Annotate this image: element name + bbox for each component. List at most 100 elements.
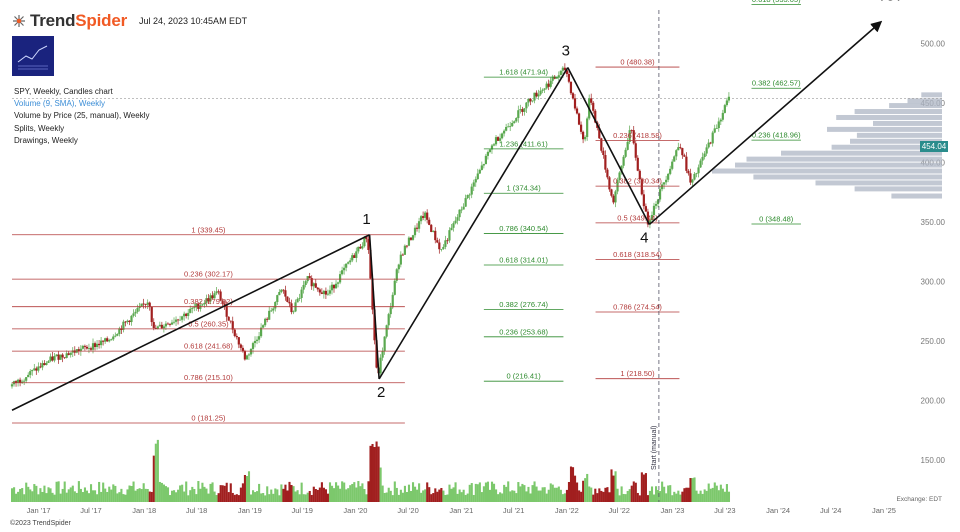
legend-volume-by-price[interactable]: Volume by Price (25, manual), Weekly — [14, 111, 150, 121]
legend-volume[interactable]: Volume (9, SMA), Weekly — [14, 99, 105, 109]
legend-drawings[interactable]: Drawings, Weekly — [14, 135, 78, 145]
candle-body — [693, 173, 696, 180]
volume-bar — [501, 493, 504, 502]
volume-bar — [474, 483, 477, 502]
candle-body — [575, 108, 579, 114]
volume-bar — [594, 488, 597, 502]
volume-bar — [284, 484, 287, 502]
fib-level-label: 0.618 (314.01) — [499, 256, 548, 265]
candle-body — [707, 142, 710, 148]
candle-body — [16, 379, 20, 384]
volume-bar — [391, 495, 394, 502]
volume-bar — [247, 471, 251, 502]
volume-bar — [154, 443, 157, 502]
candle-body — [367, 239, 370, 251]
volume-bar — [243, 475, 246, 502]
candle-body — [61, 354, 64, 358]
candle-body — [466, 195, 469, 199]
legend-splits[interactable]: Splits, Weekly — [14, 123, 65, 133]
fib-level-label: 0.382 (462.57) — [752, 79, 801, 88]
volume-bar — [604, 487, 607, 502]
candle-body — [677, 147, 680, 151]
volume-bar — [699, 490, 702, 502]
candle-body — [468, 194, 471, 196]
candle-body — [266, 318, 269, 320]
volume-bar — [347, 488, 350, 502]
volume-bar — [725, 484, 728, 502]
volume-bar — [486, 481, 490, 502]
volume-bar — [405, 492, 409, 502]
candle-body — [717, 121, 720, 129]
legend-symbol[interactable]: SPY, Weekly, Candles chart — [14, 87, 113, 96]
chart-legend: SPY, Weekly, Candles chart Volume (9, SM… — [14, 86, 149, 147]
candle-body — [347, 262, 350, 264]
candle-body — [19, 379, 22, 383]
candle-body — [77, 349, 80, 352]
candle-body — [586, 118, 589, 137]
volume-bar — [237, 495, 240, 502]
x-tick-label: Jan '18 — [132, 506, 156, 515]
volume-bar — [713, 482, 716, 502]
candle-body — [278, 292, 281, 296]
volume-bar — [482, 486, 485, 502]
volume-bar — [304, 494, 307, 502]
candle-body — [199, 305, 202, 309]
volume-bar — [73, 491, 76, 502]
volume-bar — [330, 485, 334, 502]
volume-bar — [217, 493, 220, 502]
volume-bar — [497, 494, 500, 502]
volume-bar — [531, 485, 534, 502]
volume-bar — [695, 490, 698, 502]
candle-body — [140, 303, 143, 307]
trendline — [648, 20, 883, 226]
volume-bar — [183, 491, 186, 502]
volume-bar — [122, 494, 125, 502]
brand-name[interactable]: TrendSpider — [30, 11, 127, 31]
volume-bar — [420, 492, 423, 502]
volume-bar — [94, 490, 97, 502]
volume-bar — [27, 486, 30, 502]
candle-body — [391, 294, 394, 308]
candle-body — [39, 366, 42, 368]
candle-body — [543, 88, 546, 90]
volume-bar — [715, 485, 718, 502]
candle-body — [509, 126, 512, 127]
volume-bar — [565, 489, 568, 502]
volume-bar — [547, 489, 550, 502]
candle-body — [517, 110, 520, 119]
volume-bar — [638, 495, 641, 502]
candle-body — [721, 112, 724, 120]
candle-body — [513, 121, 516, 123]
candle-body — [324, 290, 328, 295]
volume-bar — [300, 482, 303, 502]
volume-bar — [316, 489, 319, 502]
candle-body — [555, 76, 558, 79]
volume-bar — [144, 488, 147, 502]
volume-bar — [324, 489, 328, 502]
wave-label: 2 — [377, 384, 385, 401]
candle-body — [393, 280, 396, 295]
volume-bar — [312, 486, 315, 502]
candle-body — [624, 149, 627, 157]
vbp-bar — [850, 138, 942, 144]
candle-body — [148, 302, 151, 307]
candle-body — [270, 310, 273, 312]
volume-bar — [584, 478, 587, 502]
volume-bar — [553, 487, 556, 502]
candle-body — [93, 343, 97, 347]
candle-body — [138, 306, 141, 309]
volume-bar — [85, 490, 89, 502]
app-header: TrendSpider Jul 24, 2023 10:45AM EDT — [12, 10, 247, 32]
fib-level-label: 0.786 (340.54) — [499, 224, 548, 233]
volume-bar — [345, 489, 348, 502]
candle-body — [375, 340, 378, 368]
candle-body — [187, 312, 190, 317]
volume-bar — [326, 493, 330, 502]
candle-body — [330, 284, 334, 291]
volume-bar — [175, 492, 178, 502]
volume-bar — [318, 487, 321, 502]
volume-bar — [677, 490, 680, 502]
candle-body — [144, 303, 147, 305]
x-tick-label: Jan '25 — [872, 506, 896, 515]
